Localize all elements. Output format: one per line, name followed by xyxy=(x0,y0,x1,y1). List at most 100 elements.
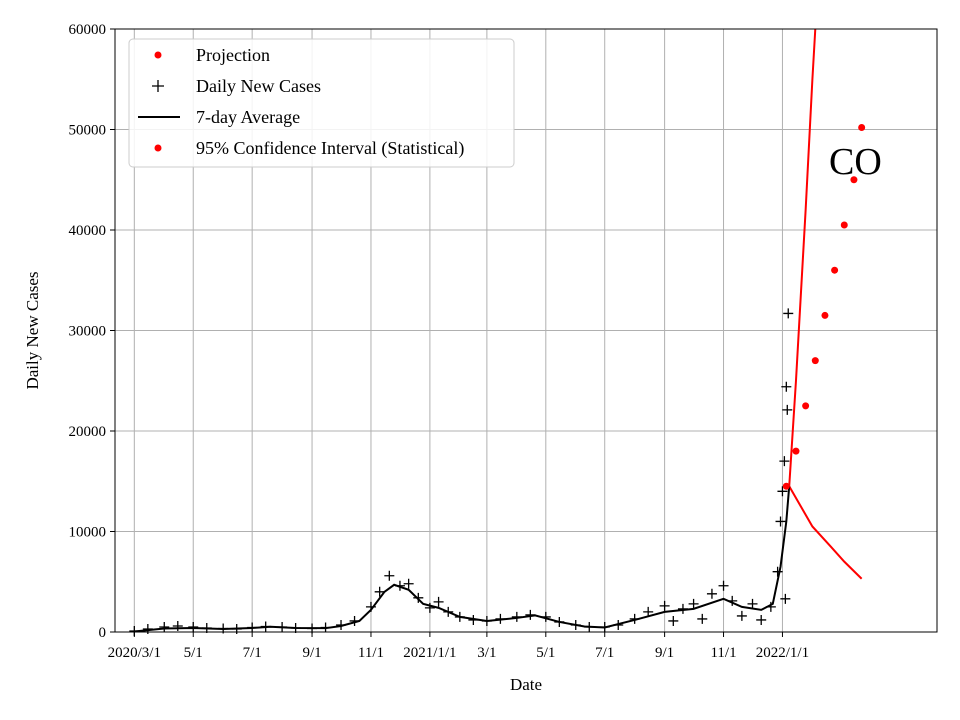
x-tick-label: 9/1 xyxy=(302,645,321,661)
x-tick-label: 5/1 xyxy=(536,645,555,661)
x-tick-label: 11/1 xyxy=(358,645,384,661)
x-axis-label: Date xyxy=(510,675,542,694)
projection-point xyxy=(792,447,800,455)
legend-label: Projection xyxy=(196,45,270,65)
daily-case-marker xyxy=(782,404,793,415)
daily-case-marker xyxy=(777,486,788,497)
projection-point xyxy=(811,357,819,365)
daily-case-marker xyxy=(290,622,301,633)
daily-case-marker xyxy=(511,611,522,622)
daily-case-marker xyxy=(443,606,454,617)
daily-case-marker xyxy=(525,609,536,620)
daily-case-marker xyxy=(570,619,581,630)
x-tick-label: 2021/1/1 xyxy=(403,645,456,661)
confidence-upper-line xyxy=(788,28,817,487)
daily-case-marker xyxy=(781,381,792,392)
daily-case-marker xyxy=(201,622,212,633)
daily-case-marker xyxy=(247,622,258,633)
y-tick-label: 10000 xyxy=(69,525,107,541)
daily-case-marker xyxy=(599,621,610,632)
y-tick-label: 30000 xyxy=(69,324,107,340)
x-tick-label: 3/1 xyxy=(477,645,496,661)
projection-point xyxy=(821,311,829,319)
daily-case-marker xyxy=(481,615,492,626)
daily-case-marker xyxy=(783,308,794,319)
x-tick-label: 7/1 xyxy=(243,645,262,661)
daily-case-marker xyxy=(468,614,479,625)
x-tick-label: 2022/1/1 xyxy=(756,645,809,661)
legend: Projection Daily New Cases 7-day Average 95… xyxy=(128,38,515,168)
daily-case-marker xyxy=(413,592,424,603)
daily-case-marker xyxy=(424,602,435,613)
average-line xyxy=(134,486,791,633)
daily-case-marker xyxy=(629,613,640,624)
daily-case-marker xyxy=(677,603,688,614)
projection-point xyxy=(840,221,848,229)
daily-case-marker xyxy=(727,595,738,606)
y-tick-label: 60000 xyxy=(69,22,107,38)
projection-point xyxy=(831,266,839,274)
legend-label: 95% Confidence Interval (Statistical) xyxy=(196,138,464,159)
x-tick-label: 2020/3/1 xyxy=(108,645,161,661)
daily-case-marker xyxy=(365,601,376,612)
daily-case-marker xyxy=(320,622,331,633)
daily-case-marker xyxy=(736,610,747,621)
legend-label: Daily New Cases xyxy=(196,76,321,96)
y-tick-label: 40000 xyxy=(69,223,107,239)
daily-case-marker xyxy=(780,593,791,604)
daily-case-marker xyxy=(159,621,170,632)
daily-case-marker xyxy=(433,596,444,607)
daily-case-marker xyxy=(554,616,565,627)
plot-area xyxy=(129,28,866,636)
projection-point xyxy=(802,402,810,410)
x-tick-label: 7/1 xyxy=(595,645,614,661)
axis-ticks: 2020/3/1 5/1 7/1 9/1 11/1 2021/1/1 3/1 5/1 7/1 9/… xyxy=(69,22,810,661)
y-tick-label: 20000 xyxy=(69,424,107,440)
daily-case-marker xyxy=(668,615,679,626)
legend-plus-icon xyxy=(152,80,164,92)
daily-case-marker xyxy=(454,611,465,622)
daily-case-marker xyxy=(718,580,729,591)
daily-case-marker xyxy=(403,578,414,589)
daily-case-marker xyxy=(706,588,717,599)
y-axis-label: Daily New Cases xyxy=(23,271,42,389)
daily-case-marker xyxy=(188,621,199,632)
daily-case-marker xyxy=(384,570,395,581)
daily-case-marker xyxy=(747,598,758,609)
daily-case-marker xyxy=(765,601,776,612)
daily-case-marker xyxy=(697,613,708,624)
legend-dot-icon xyxy=(154,144,162,152)
daily-case-marker xyxy=(172,620,183,631)
daily-case-marker xyxy=(394,580,405,591)
daily-case-marker xyxy=(374,586,385,597)
y-tick-label: 0 xyxy=(99,625,107,641)
daily-case-marker xyxy=(495,613,506,624)
legend-label: 7-day Average xyxy=(196,107,300,127)
x-tick-label: 5/1 xyxy=(184,645,203,661)
daily-case-marker xyxy=(613,619,624,630)
daily-case-marker xyxy=(772,566,783,577)
legend-box xyxy=(128,38,515,168)
projection-point xyxy=(782,482,790,490)
daily-case-marker xyxy=(779,456,790,467)
legend-dot-icon xyxy=(154,51,162,59)
daily-case-marker xyxy=(688,598,699,609)
daily-case-marker xyxy=(775,516,786,527)
daily-case-marker xyxy=(277,621,288,632)
y-tick-label: 50000 xyxy=(69,123,107,139)
daily-case-marker xyxy=(260,621,271,632)
chart-annotation: CO xyxy=(829,141,882,183)
daily-case-marker xyxy=(756,614,767,625)
daily-case-marker xyxy=(659,600,670,611)
daily-case-marker xyxy=(643,606,654,617)
projection-point xyxy=(850,176,858,184)
x-tick-label: 9/1 xyxy=(655,645,674,661)
projection-point xyxy=(858,123,866,131)
confidence-lower-line xyxy=(788,485,863,580)
daily-case-marker xyxy=(540,611,551,622)
daily-case-marker xyxy=(584,621,595,632)
daily-case-marker xyxy=(336,619,347,630)
daily-case-marker xyxy=(349,615,360,626)
x-tick-label: 11/1 xyxy=(710,645,736,661)
